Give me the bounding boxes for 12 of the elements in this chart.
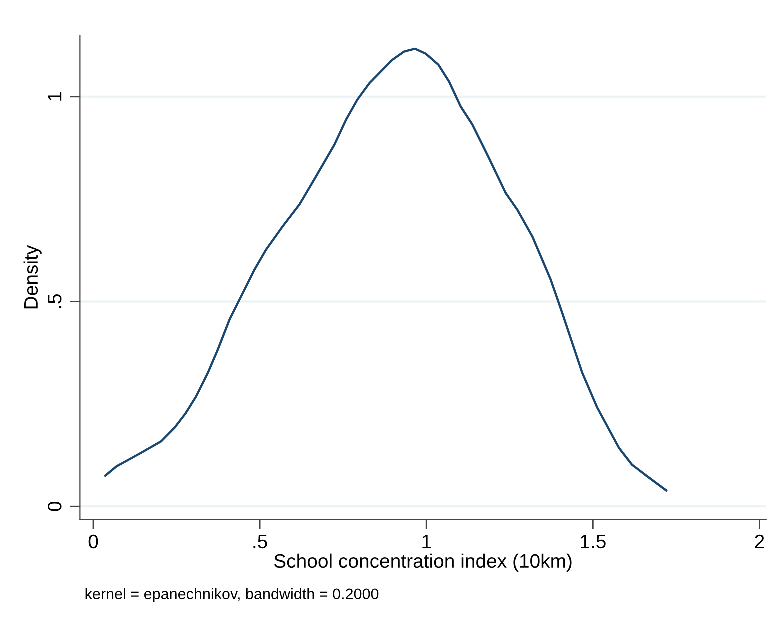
x-tick-label: 1.5 bbox=[581, 535, 606, 549]
y-axis-title: Density bbox=[24, 245, 42, 309]
x-tick-label: .5 bbox=[254, 535, 268, 549]
x-axis-title: School concentration index (10km) bbox=[274, 554, 572, 572]
x-tick-label: 0 bbox=[88, 534, 98, 549]
y-tick-label: 1 bbox=[48, 92, 62, 101]
text: kernel = epanechnikov, bandwidth = 0.2000 bbox=[86, 588, 379, 603]
y-tick-label: 0 bbox=[48, 502, 62, 512]
y-tick-label: .5 bbox=[48, 294, 62, 308]
x-tick-label: 1 bbox=[422, 535, 432, 548]
line-series bbox=[104, 48, 668, 492]
x-tick-label: 2 bbox=[755, 534, 764, 548]
